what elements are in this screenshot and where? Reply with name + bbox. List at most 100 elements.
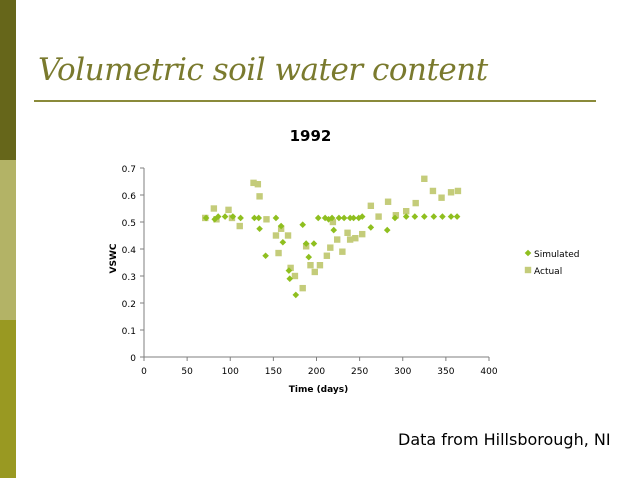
actual-point (392, 212, 400, 219)
legend-label-simulated: Simulated (534, 250, 579, 260)
x-tick-label: 400 (480, 367, 497, 377)
simulated-point (211, 216, 219, 223)
actual-point (344, 229, 351, 236)
legend-label-actual: Actual (534, 267, 562, 277)
y-tick-label: 0.1 (122, 327, 136, 337)
simulated-point (202, 214, 210, 222)
actual-point (299, 284, 306, 292)
simulated-point (321, 214, 329, 222)
simulated-point (255, 214, 263, 222)
y-tick-label: 0 (130, 354, 136, 364)
simulated-point (330, 226, 338, 234)
actual-point (329, 218, 337, 226)
x-tick-label: 100 (222, 367, 239, 377)
actual-point (210, 205, 218, 212)
title-underline (34, 100, 596, 102)
simulated-point (314, 214, 322, 222)
actual-point (421, 175, 428, 182)
actual-point (359, 230, 366, 238)
simulated-point (277, 222, 285, 230)
decor-bar-bottom (0, 320, 16, 478)
actual-point (447, 189, 455, 196)
x-tick-label: 300 (394, 367, 411, 377)
simulated-point (383, 226, 391, 234)
actual-point (429, 187, 437, 195)
actual-point (250, 179, 257, 187)
actual-point (287, 264, 294, 272)
actual-point (346, 236, 354, 243)
simulated-point (430, 213, 438, 220)
simulated-point (237, 214, 244, 222)
actual-point (327, 244, 334, 251)
actual-point (316, 262, 324, 269)
y-tick-label: 0.7 (122, 165, 136, 175)
y-tick-label: 0.2 (122, 300, 136, 310)
simulated-point (299, 221, 306, 228)
simulated-point (214, 213, 222, 220)
decor-bar-middle (0, 160, 16, 320)
data-source-note: Data from Hillsborough, NI (398, 430, 611, 449)
simulated-point (421, 213, 428, 220)
actual-point (323, 252, 331, 259)
actual-point (275, 249, 282, 257)
y-tick-label: 0.3 (122, 273, 136, 283)
simulated-point (272, 214, 280, 222)
x-tick-label: 150 (265, 367, 282, 377)
simulated-point (447, 213, 455, 220)
x-tick-label: 0 (141, 367, 147, 377)
actual-point (334, 236, 341, 243)
simulated-point (285, 267, 293, 274)
simulated-point (221, 213, 229, 220)
simulated-point (340, 214, 348, 222)
actual-point (263, 216, 270, 223)
simulated-point (402, 213, 410, 220)
decor-bar-top (0, 0, 16, 160)
y-tick-label: 0.4 (122, 246, 137, 256)
simulated-point (292, 291, 300, 299)
actual-point (256, 193, 263, 200)
actual-point (291, 272, 299, 280)
simulated-point (367, 224, 375, 231)
simulated-point (305, 253, 313, 261)
simulated-point (335, 214, 343, 222)
actual-point (307, 262, 314, 269)
actual-point (352, 235, 359, 242)
simulated-point (358, 213, 366, 220)
legend-marker-simulated (524, 249, 532, 257)
simulated-point (391, 214, 399, 222)
y-tick-label: 0.6 (122, 192, 137, 202)
simulated-point (325, 216, 332, 223)
simulated-point (279, 238, 287, 246)
actual-point (272, 232, 280, 239)
x-tick-label: 350 (437, 367, 454, 377)
simulated-point (229, 213, 237, 220)
actual-point (225, 206, 232, 214)
x-tick-label: 50 (181, 367, 193, 377)
actual-point (384, 198, 392, 205)
actual-point (454, 187, 462, 195)
simulated-point (328, 214, 336, 222)
actual-point (236, 222, 243, 230)
simulated-point (346, 214, 354, 222)
simulated-point (350, 214, 357, 222)
x-tick-label: 200 (308, 367, 325, 377)
actual-point (412, 199, 419, 207)
simulated-point (310, 240, 318, 247)
simulated-point (453, 213, 461, 220)
simulated-point (411, 213, 419, 220)
simulated-point (286, 275, 294, 282)
simulated-point (256, 225, 263, 233)
y-axis-label: VSWC (109, 243, 119, 273)
actual-point (311, 268, 318, 276)
actual-point (284, 232, 292, 239)
actual-point (339, 248, 346, 255)
x-tick-label: 250 (351, 367, 368, 377)
actual-point (375, 213, 382, 220)
x-axis-label: Time (days) (289, 385, 349, 395)
y-tick-label: 0.5 (122, 219, 136, 229)
simulated-point (355, 214, 363, 222)
chart-title: 1992 (290, 127, 332, 145)
legend-marker-actual (524, 266, 532, 274)
simulated-point (302, 240, 310, 247)
